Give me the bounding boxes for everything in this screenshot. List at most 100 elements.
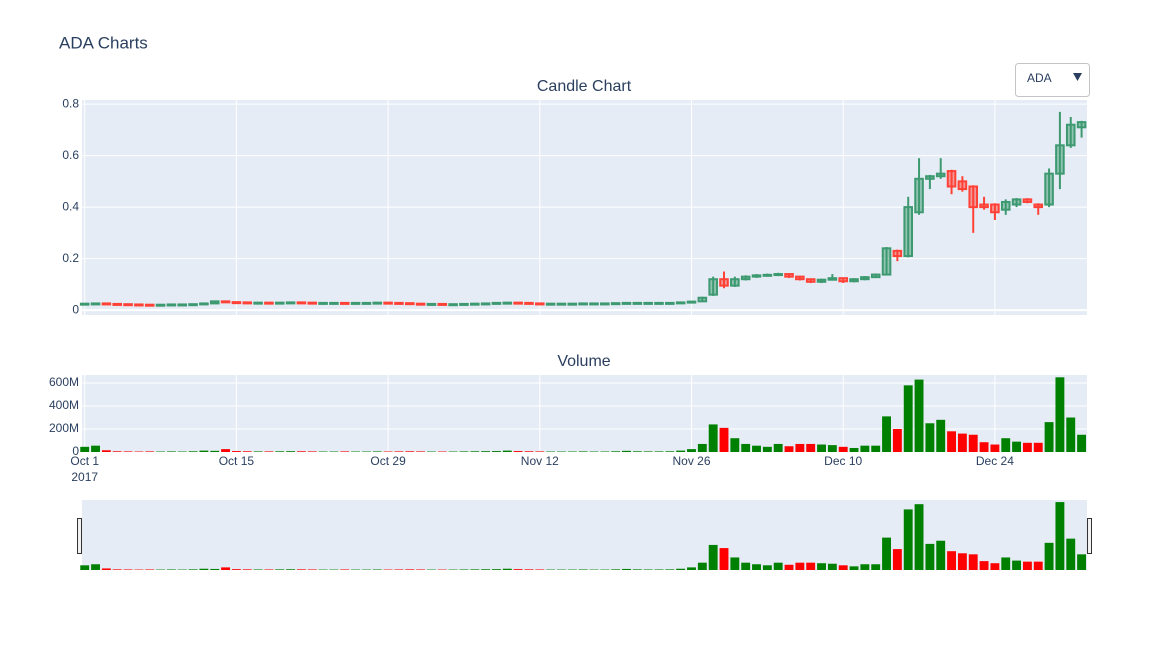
range-slider-bar xyxy=(123,569,133,570)
range-slider-bar xyxy=(676,568,686,570)
volume-bar xyxy=(264,451,274,452)
candle-body xyxy=(610,302,621,306)
volume-bar xyxy=(914,379,924,452)
volume-bar xyxy=(1033,442,1043,452)
range-slider-bar xyxy=(101,568,111,570)
candle-body xyxy=(849,278,859,283)
candle-body xyxy=(415,302,426,306)
volume-bar xyxy=(307,451,317,452)
range-slider-bar xyxy=(632,569,642,570)
candle-body xyxy=(773,273,783,277)
dropdown[interactable]: ADA xyxy=(1015,63,1090,97)
plots: 0 0.2 0.4 0.6 0.8 Oct 1 2017 Oct 15 Oct 29 Nov 12… xyxy=(49,96,1087,570)
volume-bar xyxy=(340,451,350,452)
volume-bar xyxy=(957,433,967,452)
candle-body xyxy=(675,301,686,305)
x-tick-label: Oct 15 xyxy=(219,454,255,468)
range-slider-bar xyxy=(697,562,707,570)
candle-body xyxy=(253,301,263,305)
range-slider-bar xyxy=(947,551,956,570)
volume-bar xyxy=(784,446,794,452)
range-slider-bar xyxy=(91,564,100,570)
slider-handle-right[interactable] xyxy=(1087,518,1092,554)
volume-bar xyxy=(296,451,306,452)
volume-bar xyxy=(492,451,501,452)
x-tick-label: Oct 29 xyxy=(370,454,406,468)
candle-body xyxy=(632,301,643,305)
range-slider-bar xyxy=(296,569,306,570)
volume-bar xyxy=(665,451,675,452)
candle-body xyxy=(990,203,1000,214)
volume-bar xyxy=(123,451,133,452)
range-slider[interactable] xyxy=(82,500,1087,570)
candle-body xyxy=(556,302,567,306)
candle-body xyxy=(784,273,794,278)
range-slider-bar xyxy=(405,569,415,570)
range-slider-bar xyxy=(264,569,274,570)
candle-body xyxy=(892,249,903,258)
volume-bar xyxy=(459,451,469,452)
y-tick-label: 0.6 xyxy=(62,148,79,162)
volume-bar xyxy=(622,450,631,452)
range-slider-bar xyxy=(752,564,761,570)
volume-bar xyxy=(80,446,90,452)
candle-body xyxy=(751,274,762,278)
candle-body xyxy=(329,301,339,305)
candle-body xyxy=(1055,144,1065,175)
range-slider-bar xyxy=(394,569,404,570)
candle-body xyxy=(719,278,729,287)
volume-bar xyxy=(1044,422,1054,452)
range-slider-bar xyxy=(979,561,989,570)
range-slider-bar xyxy=(1033,561,1043,570)
volume-bar xyxy=(524,451,534,452)
range-slider-bar xyxy=(242,569,252,570)
candle-body xyxy=(285,301,296,305)
range-slider-bar xyxy=(773,562,783,570)
range-slider-bar xyxy=(795,562,805,570)
volume-bar xyxy=(101,450,111,452)
candle-body xyxy=(1076,121,1087,129)
range-slider-bar xyxy=(416,569,426,570)
volume-bar xyxy=(1022,442,1032,452)
range-slider-bar xyxy=(708,544,718,570)
y-tick-label: 0.2 xyxy=(62,251,79,265)
volume-title: Volume xyxy=(557,353,610,370)
candle-body xyxy=(350,301,361,305)
range-slider-bar xyxy=(806,562,816,570)
volume-bar xyxy=(903,385,913,452)
candle-body xyxy=(1022,198,1033,203)
x-year-label: 2017 xyxy=(71,470,98,484)
range-slider-bar xyxy=(1012,560,1022,570)
dropdown-arrow[interactable] xyxy=(1073,73,1082,81)
candle-body xyxy=(816,278,827,283)
candle-body xyxy=(372,301,383,305)
range-slider-bar xyxy=(892,549,902,570)
range-slider-bar xyxy=(849,566,859,570)
range-slider-bar xyxy=(286,569,296,570)
range-slider-bar xyxy=(719,548,729,570)
candle-body xyxy=(231,301,242,305)
volume-bar xyxy=(741,443,751,452)
volume-bar xyxy=(643,451,653,452)
volume-bar xyxy=(719,427,729,452)
dropdown-box[interactable] xyxy=(1015,63,1090,97)
candle-body xyxy=(90,302,101,306)
volume-bar xyxy=(838,446,848,452)
y-tick-label: 0.8 xyxy=(62,96,79,110)
x-tick-label: Nov 12 xyxy=(521,454,559,468)
range-slider-bar xyxy=(968,554,978,570)
volume-bar xyxy=(654,451,664,452)
range-slider-bar xyxy=(827,563,837,570)
candle-body xyxy=(654,301,664,305)
slider-handle-left[interactable] xyxy=(77,518,82,554)
dropdown-label[interactable]: ADA xyxy=(1027,71,1052,85)
volume-bar xyxy=(502,450,512,452)
range-slider-bar xyxy=(307,569,317,570)
candle-body xyxy=(112,302,123,306)
candle-body xyxy=(914,177,924,214)
volume-bar xyxy=(513,451,523,452)
range-slider-bar xyxy=(1001,557,1011,570)
volume-bar xyxy=(947,431,956,452)
range-slider-bar xyxy=(882,537,891,570)
volume-bar xyxy=(188,451,198,452)
